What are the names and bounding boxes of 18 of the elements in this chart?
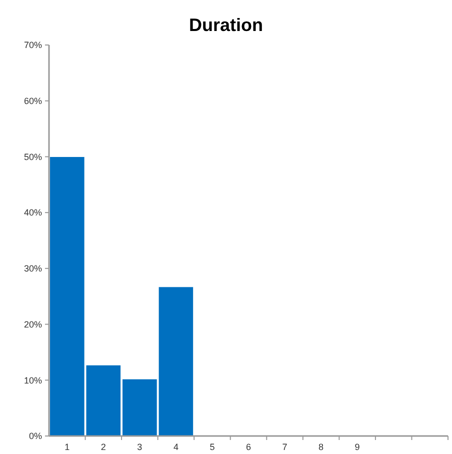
x-tick-label: 2 [100,442,106,452]
x-tick-label: 1 [64,442,70,452]
x-tick-label: 5 [210,442,215,452]
y-tick-label: 40% [24,208,42,218]
x-tick-label: 3 [137,442,142,452]
x-tick-label: 8 [318,442,324,452]
y-tick-label: 60% [24,96,42,106]
x-tick-label: 4 [173,442,178,452]
y-tick-label: 20% [24,319,42,330]
x-tick-label: 6 [246,442,252,452]
y-tick-label: 30% [24,264,42,274]
x-tick-label: 9 [354,442,360,452]
y-tick-label: 10% [24,375,42,386]
x-tick-label: 7 [282,442,288,452]
chart-title: Duration [189,15,263,35]
y-tick-label: 0% [28,431,42,442]
y-tick-label: 70% [24,40,42,50]
y-tick-label: 50% [24,152,42,162]
